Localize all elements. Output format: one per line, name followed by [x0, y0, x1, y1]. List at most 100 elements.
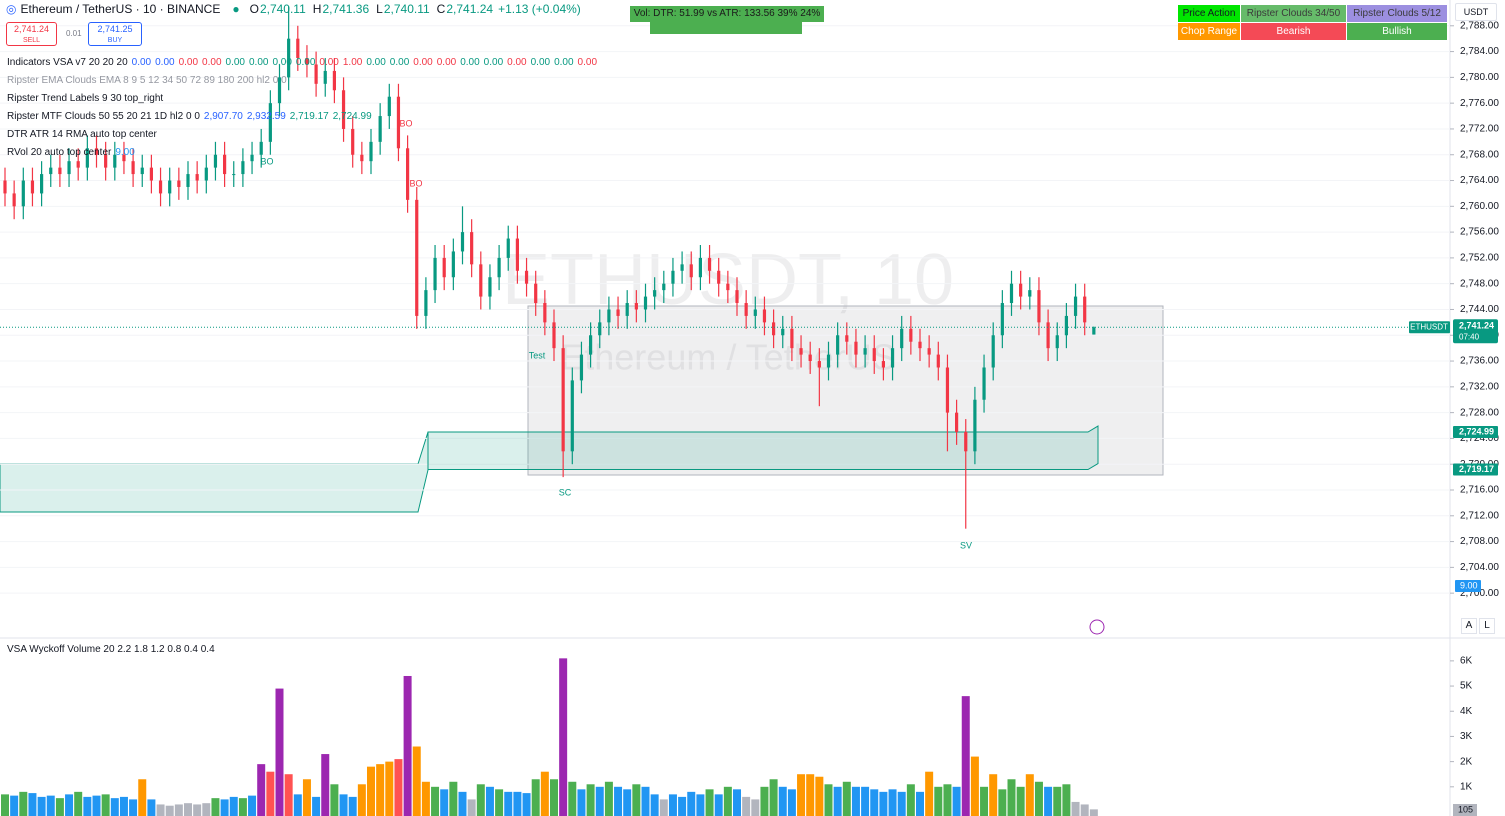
volume-bar — [540, 771, 549, 816]
volume-bar — [1089, 809, 1098, 816]
volume-bar — [28, 793, 37, 816]
indicator-value: 0.00 — [202, 56, 222, 68]
candle-body — [506, 238, 510, 258]
candle-body — [177, 180, 181, 187]
volume-bar — [46, 795, 55, 816]
auto-scale-button[interactable]: A — [1461, 618, 1477, 634]
candle-body — [378, 116, 382, 142]
indicator-value: 2,907.70 — [203, 110, 243, 122]
indicator-value: 1.00 — [342, 56, 363, 68]
volume-bar — [412, 746, 421, 816]
candle-body — [772, 322, 776, 336]
indicator-value: 2,932.59 — [246, 110, 286, 122]
volume-bar — [632, 784, 641, 816]
trend-cell: Chop Range — [1178, 23, 1240, 40]
symbol-header: ◎ Ethereum / TetherUS · 10 · BINANCE ● O… — [6, 2, 581, 16]
sell-button[interactable]: 2,741.24 SELL — [6, 22, 57, 46]
y-tick-label: 2,736.00 — [1460, 356, 1499, 367]
candle-body — [470, 232, 474, 265]
candle-body — [945, 367, 950, 413]
alert-icon[interactable] — [1089, 619, 1105, 635]
indicator-value: 0.00 — [225, 56, 245, 68]
last-price-tag — [1453, 319, 1498, 344]
volume-bar — [650, 794, 659, 816]
symbol-tag-label: ETHUSDT — [1410, 322, 1448, 331]
volume-bar — [980, 786, 989, 816]
candle-body — [872, 348, 876, 362]
candle-body — [607, 309, 611, 323]
volume-bar — [485, 786, 494, 816]
candle-body — [671, 270, 675, 284]
volume-bar — [970, 756, 979, 816]
candle-body — [332, 70, 336, 91]
cloud-band-early — [0, 431, 429, 513]
y-tick-label: 2,784.00 — [1460, 46, 1499, 57]
indicator-name: Ripster EMA Clouds EMA 8 9 5 12 34 50 72… — [7, 74, 287, 86]
indicator-name: Ripster Trend Labels 9 30 top_right — [7, 92, 164, 104]
candle-body — [1037, 290, 1041, 323]
candle-body — [936, 354, 940, 368]
volume-bar — [760, 786, 769, 816]
trend-cell: Price Action — [1178, 5, 1240, 22]
candle-body — [323, 70, 327, 84]
annotation: BO — [260, 156, 273, 166]
candle-body — [726, 283, 730, 291]
currency-button[interactable]: USDT — [1455, 3, 1497, 21]
volume-bar — [385, 761, 394, 816]
volume-bar — [714, 794, 723, 816]
candle-body — [579, 354, 584, 381]
candle-body — [67, 161, 71, 175]
candle-body — [433, 257, 437, 291]
y-tick-label: 1K — [1460, 781, 1473, 792]
volume-bar — [696, 794, 705, 816]
indicator-value: 0.00 — [131, 56, 152, 68]
y-tick-label: 2,780.00 — [1460, 72, 1499, 83]
volume-bar — [147, 799, 156, 816]
volume-bar — [870, 789, 879, 816]
volume-bar — [458, 791, 467, 816]
volume-bar — [19, 791, 28, 816]
candle-body — [552, 322, 556, 349]
change: +1.13 (+0.04%) — [498, 2, 581, 16]
volume-bar — [778, 786, 787, 816]
volume-bar — [376, 764, 385, 816]
indicator-row: Ripster EMA Clouds EMA 8 9 5 12 34 50 72… — [7, 71, 597, 89]
volume-bar — [751, 799, 760, 816]
candle-body — [836, 335, 840, 355]
candle-body — [982, 367, 986, 400]
candle-body — [881, 361, 885, 368]
buy-button[interactable]: 2,741.25 BUY — [88, 22, 142, 46]
volume-bar — [687, 791, 696, 816]
volume-bar — [998, 789, 1007, 816]
y-tick-label: 2,716.00 — [1460, 485, 1499, 496]
marks: 2,700.00 2,704.00 2,708.00 2,712.00 2,716.00… — [0, 6, 1499, 816]
volume-bar — [586, 784, 595, 816]
volume-bar — [1016, 786, 1025, 816]
countdown: 07:40 — [1459, 332, 1480, 341]
candle-body — [149, 167, 153, 181]
indicator-name: RVol 20 auto top center — [7, 146, 112, 158]
candle-body — [479, 264, 483, 297]
candle-body — [3, 180, 7, 194]
watermark-sub: Ethereum / TetherUS — [560, 337, 896, 378]
candle-body — [76, 161, 80, 168]
candle-body — [424, 290, 428, 316]
candle-body — [442, 257, 446, 278]
log-scale-button[interactable]: L — [1479, 618, 1495, 634]
candle-body — [955, 412, 959, 432]
indicator-value: 0.00 — [366, 56, 386, 68]
rvol-label: 9.00 — [1460, 580, 1478, 590]
y-tick-label: 2K — [1460, 756, 1473, 767]
candle-body — [927, 348, 931, 355]
indicator-value: 0.00 — [460, 56, 480, 68]
volume-bar — [467, 799, 476, 816]
y-tick-label: 2,728.00 — [1460, 407, 1499, 418]
y-tick-label: 2,724.00 — [1460, 433, 1499, 444]
volume-bar — [156, 804, 165, 816]
indicator-value: 0.00 — [248, 56, 269, 68]
candle-body — [213, 154, 218, 168]
candle-body — [1019, 283, 1023, 297]
candle-body — [543, 303, 547, 323]
candle-body — [589, 335, 593, 355]
volume-bar — [293, 794, 302, 816]
